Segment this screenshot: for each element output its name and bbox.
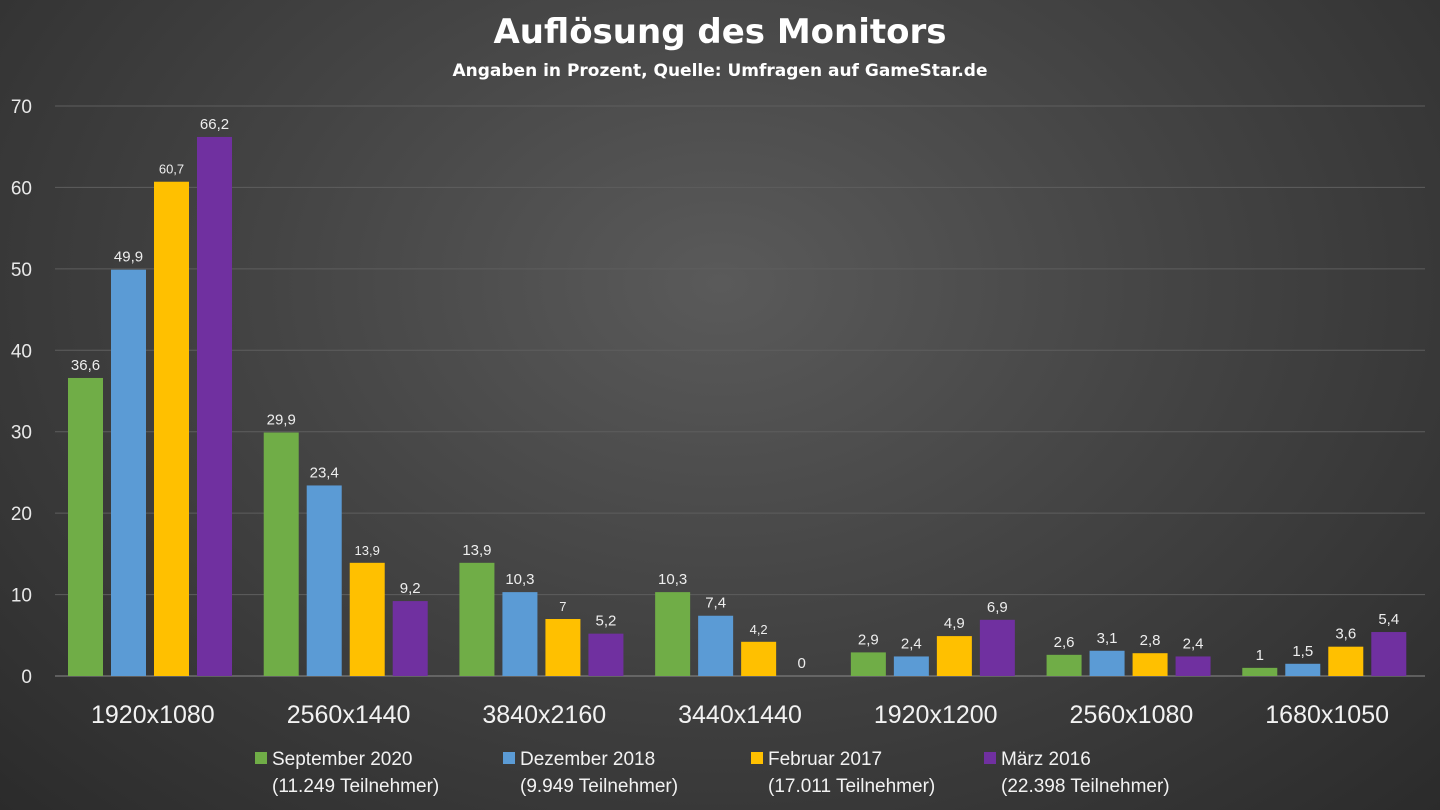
bar [979,619,1015,676]
bar [893,656,929,676]
legend-label: März 2016 [1001,749,1091,770]
legend-item-maerz-2016: März 2016 (22.398 Teilnehmer) [984,746,1170,800]
data-label: 10,3 [505,571,534,588]
data-label: 49,9 [114,249,143,266]
data-label: 23,4 [310,464,339,481]
x-category-label: 2560x1440 [287,701,411,729]
x-category-label: 2560x1080 [1070,701,1194,729]
data-label: 13,9 [355,543,380,558]
data-label: 2,8 [1140,632,1161,649]
bar [1046,654,1082,676]
legend-note: (11.249 Teilnehmer) [272,776,440,797]
y-tick-label: 40 [11,341,32,362]
data-label: 60,7 [159,162,184,177]
y-tick-label: 30 [11,423,32,444]
data-label: 2,9 [858,631,879,648]
y-tick-label: 50 [11,260,32,281]
legend-item-sep-2020: September 2020 (11.249 Teilnehmer) [255,746,503,800]
legend-swatch [503,752,515,764]
bar [263,432,299,676]
legend-note: (9.949 Teilnehmer) [520,776,679,797]
data-label: 4,2 [750,622,768,637]
bar [741,641,777,676]
y-tick-label: 60 [11,178,32,199]
bar [459,562,495,676]
bar [850,652,886,676]
bar [306,485,342,676]
legend-swatch [255,752,267,764]
x-category-label: 1920x1200 [874,701,998,729]
bar [698,615,734,676]
bar [1242,667,1278,676]
bar [392,601,428,676]
legend-item-dez-2018: Dezember 2018 (9.949 Teilnehmer) [503,746,751,800]
legend-label: September 2020 [272,749,413,770]
data-label: 2,4 [1183,635,1204,652]
bar [655,592,691,676]
data-label: 36,6 [71,357,100,374]
data-label: 2,4 [901,635,922,652]
y-tick-label: 70 [11,97,32,118]
bar [588,633,624,676]
data-label: 10,3 [658,571,687,588]
bar [502,592,538,676]
legend-note: (22.398 Teilnehmer) [1001,776,1170,797]
bar [68,377,103,676]
legend-note: (17.011 Teilnehmer) [768,776,936,797]
data-label: 1,5 [1292,643,1313,660]
data-label: 9,2 [400,580,421,597]
bar [1132,653,1168,676]
bar [1328,646,1364,676]
data-label: 6,9 [987,599,1008,616]
data-label: 7 [559,599,566,614]
data-label: 13,9 [462,542,491,559]
legend-label: Februar 2017 [768,749,883,770]
data-label: 5,2 [595,613,616,630]
x-category-label: 1920x1080 [91,701,215,729]
data-label: 0 [797,655,805,672]
bar [1285,663,1321,676]
y-tick-label: 10 [11,586,32,607]
bar [545,619,581,676]
y-tick-label: 0 [21,667,32,688]
bar [154,181,189,676]
data-label: 3,6 [1335,626,1356,643]
data-label: 3,1 [1097,630,1118,647]
data-label: 4,9 [944,615,965,632]
x-category-label: 1680x1050 [1265,701,1389,729]
data-label: 66,2 [200,116,229,133]
legend: September 2020 (11.249 Teilnehmer) Dezemb… [255,746,1170,800]
data-label: 5,4 [1378,611,1399,628]
chart-subtitle: Angaben in Prozent, Quelle: Umfragen auf… [452,61,988,81]
bar [1175,656,1211,676]
bar [349,562,385,676]
legend-swatch [984,752,996,764]
x-category-label: 3840x2160 [482,701,606,729]
legend-swatch [751,752,763,764]
bar [1371,632,1407,676]
data-label: 2,6 [1054,634,1075,651]
data-label: 29,9 [267,412,296,429]
bar [197,136,232,676]
bar [936,636,972,676]
y-tick-label: 20 [11,504,32,525]
bar [1089,650,1125,676]
data-label: 1 [1256,647,1264,664]
chart-title: Auflösung des Monitors [493,12,947,52]
legend-item-feb-2017: Februar 2017 (17.011 Teilnehmer) [751,746,984,800]
data-label: 7,4 [705,595,726,612]
x-category-label: 3440x1440 [678,701,802,729]
legend-label: Dezember 2018 [520,749,656,770]
bar [111,269,146,676]
